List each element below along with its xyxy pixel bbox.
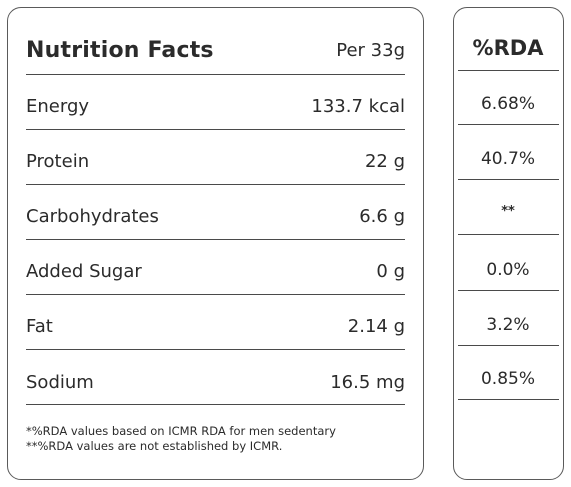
divider [458,399,559,400]
rda-value-carbohydrates: ** [501,204,515,219]
nutrient-value: 6.6 g [359,206,405,227]
nutrient-value: 2.14 g [347,316,405,337]
rda-value-added-sugar: 0.0% [486,260,530,280]
nutrient-row-added-sugar: Added Sugar 0 g [26,261,405,282]
footnote-rda-not-established: **%RDA values are not established by ICM… [26,439,283,453]
nutrient-label: Fat [26,316,53,337]
nutrient-row-sodium: Sodium 16.5 mg [26,372,405,393]
divider [26,74,405,75]
divider [458,70,559,71]
nutrient-label: Carbohydrates [26,206,159,227]
nutrient-row-energy: Energy 133.7 kcal [26,96,405,117]
footnote-rda-basis: *%RDA values based on ICMR RDA for men s… [26,424,336,438]
nutrient-value: 133.7 kcal [311,96,405,117]
divider [26,404,405,405]
nutrient-label: Protein [26,151,90,172]
nutrient-row-carbohydrates: Carbohydrates 6.6 g [26,206,405,227]
nutrition-header: Nutrition Facts Per 33g [26,38,405,63]
divider [26,294,405,295]
nutrient-label: Sodium [26,372,94,393]
rda-value-sodium: 0.85% [480,369,535,389]
rda-panel: %RDA 6.68% 40.7% ** 0.0% 3.2% 0.85% [453,7,564,480]
divider [458,345,559,346]
divider [458,290,559,291]
rda-value-energy: 6.68% [480,94,535,114]
nutrient-value: 16.5 mg [330,372,405,393]
nutrition-facts-panel: Nutrition Facts Per 33g Energy 133.7 kca… [7,7,424,480]
divider [26,239,405,240]
nutrient-value: 22 g [364,151,405,172]
rda-value-fat: 3.2% [486,315,530,335]
divider [458,179,559,180]
nutrient-row-fat: Fat 2.14 g [26,316,405,337]
nutrition-title: Nutrition Facts [26,38,214,63]
nutrient-label: Energy [26,96,90,117]
nutrient-value: 0 g [376,261,405,282]
divider [458,234,559,235]
nutrient-row-protein: Protein 22 g [26,151,405,172]
rda-value-protein: 40.7% [480,149,535,169]
rda-header: %RDA [472,36,544,60]
serving-size: Per 33g [336,40,405,61]
nutrient-label: Added Sugar [26,261,142,282]
divider [26,184,405,185]
divider [458,124,559,125]
divider [26,349,405,350]
divider [26,129,405,130]
